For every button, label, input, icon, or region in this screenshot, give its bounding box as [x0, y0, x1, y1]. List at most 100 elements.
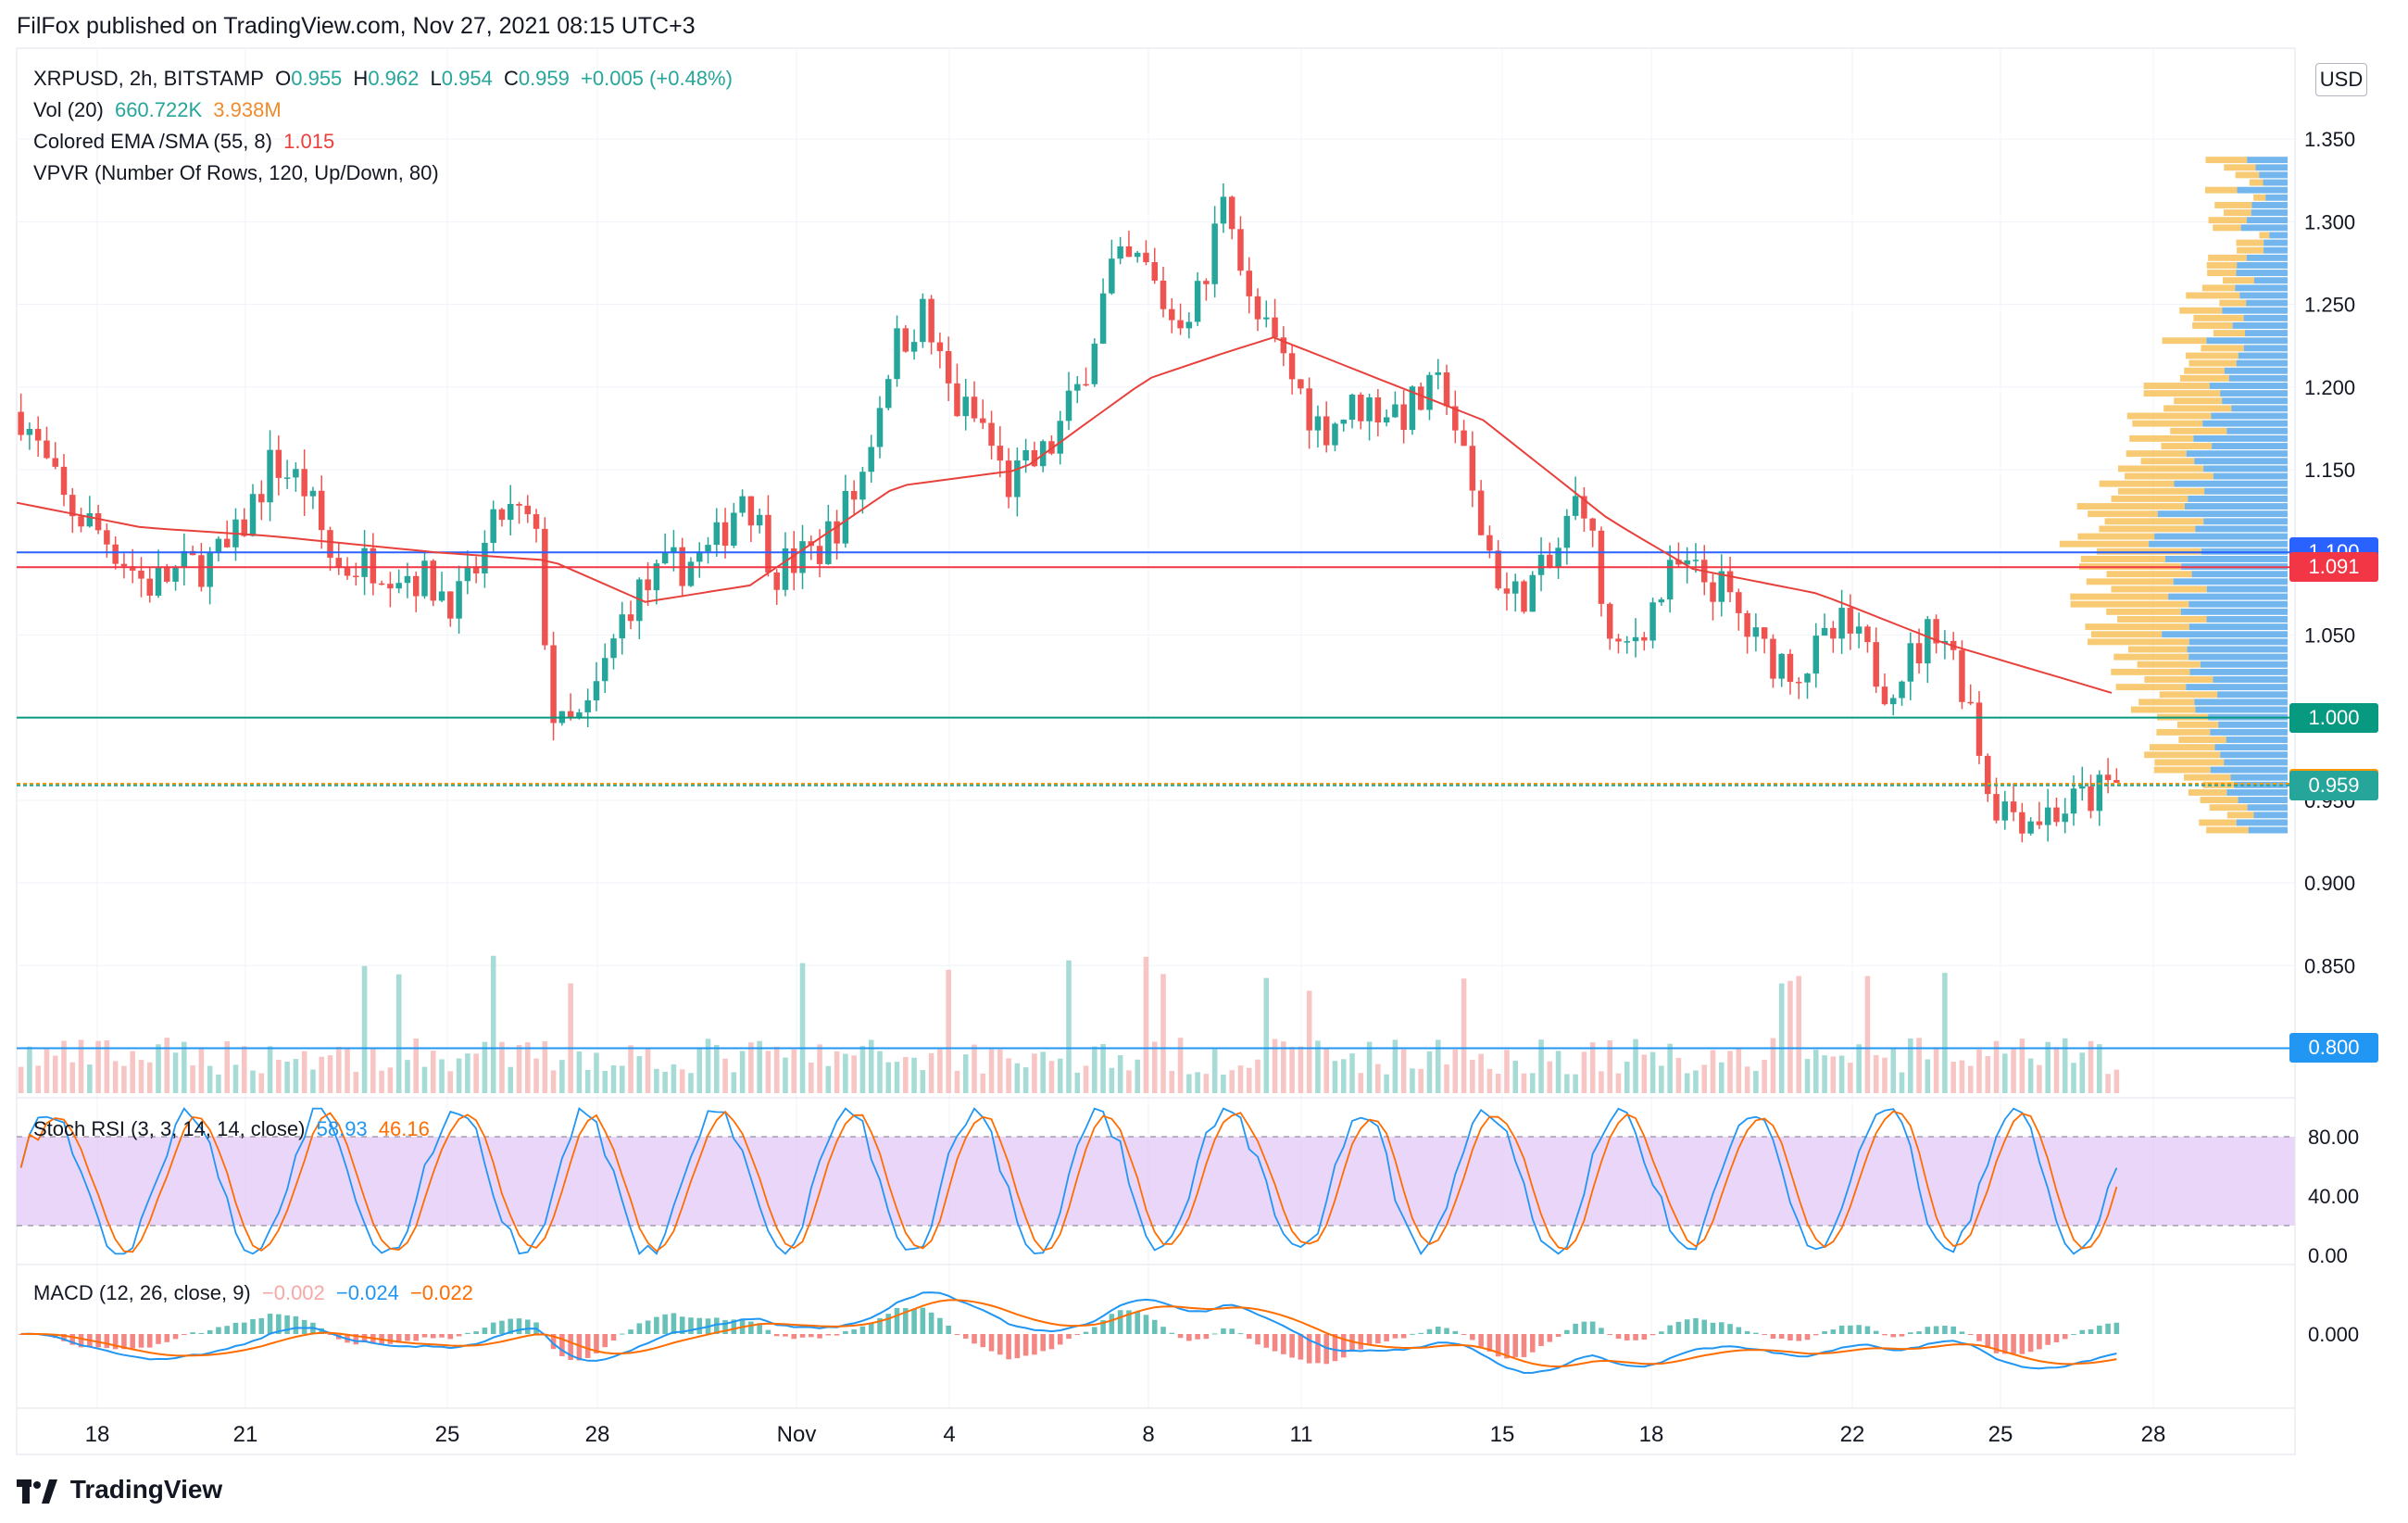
vpvr-down-bar — [2199, 819, 2237, 826]
candle-body — [721, 522, 729, 547]
volume-bar — [1813, 1050, 1819, 1093]
volume-bar — [146, 1062, 153, 1093]
volume-bar — [430, 1051, 436, 1093]
vpvr-up-bar — [2236, 270, 2288, 277]
candle-body — [1272, 317, 1278, 338]
macd-hist-bar — [250, 1318, 256, 1334]
macd-hist-bar — [1349, 1334, 1355, 1353]
candle-body — [1710, 582, 1716, 602]
candle-body — [945, 351, 952, 384]
macd-hist-bar — [1641, 1334, 1648, 1340]
macd-hist-bar — [1135, 1311, 1140, 1334]
macd-hist-bar — [696, 1317, 703, 1334]
macd-hist-bar — [2097, 1325, 2102, 1334]
vpvr-up-bar — [2193, 434, 2288, 442]
vpvr-down-bar — [2143, 383, 2210, 389]
candle-body — [60, 466, 68, 496]
candle-body — [842, 490, 849, 544]
macd-hist-bar — [1659, 1331, 1664, 1334]
vpvr-down-bar — [2126, 412, 2212, 420]
volume-bar — [1822, 1055, 1827, 1093]
volume-bar — [1916, 1038, 1922, 1093]
stoch-rsi-lines — [19, 1107, 2118, 1256]
volume-bar — [748, 1042, 754, 1093]
vpvr-down-bar — [2085, 623, 2189, 631]
macd-hist-bar — [172, 1334, 179, 1340]
tradingview-footer[interactable]: TradingView — [17, 1475, 222, 1504]
volume-bar — [182, 1041, 187, 1093]
volume-bar — [421, 1066, 428, 1093]
vpvr-label[interactable]: VPVR (Number Of Rows, 120, Up/Down, 80) — [33, 161, 439, 184]
macd-hist-bar — [1778, 1334, 1785, 1339]
vpvr-down-bar — [2178, 736, 2226, 743]
ema-label[interactable]: Colored EMA /SMA (55, 8) — [33, 130, 272, 153]
stoch-tick-label: 0.00 — [2308, 1244, 2348, 1267]
volume-bar — [809, 1063, 814, 1093]
candle-body — [756, 514, 763, 526]
volume-bar — [35, 1065, 41, 1093]
volume-bar — [1426, 1051, 1433, 1093]
volume-bar — [1925, 1059, 1931, 1093]
volume-bar — [1048, 1061, 1055, 1093]
vpvr-up-bar — [2269, 232, 2288, 239]
candle-body — [997, 446, 1004, 461]
vpvr-up-bar — [2226, 427, 2288, 434]
volume-bar — [1967, 1065, 1974, 1093]
vpvr-down-bar — [2113, 653, 2189, 661]
candle-body — [584, 699, 591, 712]
volume-label[interactable]: Vol (20) — [33, 98, 104, 121]
stoch-label[interactable]: Stoch RSI (3, 3, 14, 14, close) — [33, 1117, 306, 1140]
vpvr-up-bar — [2186, 450, 2288, 458]
macd-label[interactable]: MACD (12, 26, close, 9) — [33, 1281, 251, 1304]
vpvr-up-bar — [2246, 299, 2288, 307]
candle-body — [1109, 258, 1115, 294]
candle-body — [1091, 343, 1098, 384]
high-label: H — [353, 67, 369, 90]
time-tick-label: 28 — [585, 1422, 610, 1447]
vpvr-up-bar — [2211, 412, 2288, 420]
macd-hist-bar — [679, 1316, 685, 1334]
candle-body — [876, 408, 884, 447]
vpvr-up-bar — [2202, 420, 2288, 427]
vpvr-down-bar — [2179, 374, 2229, 382]
vpvr-up-bar — [2157, 510, 2288, 518]
macd-hist-bar — [1615, 1334, 1622, 1340]
volume-bar — [1022, 1067, 1029, 1093]
candle-body — [1873, 642, 1879, 687]
candle-body — [1795, 682, 1802, 684]
currency-selector[interactable]: USD — [2315, 63, 2367, 96]
candle-body — [155, 567, 162, 596]
candle-body — [1374, 396, 1382, 423]
candle-body — [430, 560, 437, 601]
volume-bar — [1547, 1061, 1553, 1093]
volume-bar — [395, 974, 402, 1093]
symbol-label[interactable]: XRPUSD, 2h, BITSTAMP — [33, 67, 264, 90]
volume-bar — [250, 1070, 256, 1093]
candle-body — [378, 583, 385, 585]
low-label: L — [430, 67, 442, 90]
candle-body — [1572, 496, 1579, 516]
candle-body — [687, 561, 695, 586]
candle-body — [1624, 641, 1631, 643]
macd-hist-bar — [962, 1334, 969, 1339]
volume-bar — [18, 1066, 24, 1093]
vpvr-down-bar — [2179, 307, 2223, 314]
macd-hist-bar — [508, 1318, 514, 1334]
volume-bar — [1169, 1070, 1175, 1093]
vpvr-up-bar — [2222, 307, 2288, 314]
volume-bar — [576, 1051, 583, 1093]
candle-body — [318, 490, 325, 531]
close-value: 0.959 — [518, 67, 570, 90]
macd-hist-bar — [859, 1326, 866, 1334]
macd-hist-bar — [224, 1326, 230, 1334]
candle-body — [1563, 515, 1571, 548]
volume-bar — [2002, 1053, 2008, 1093]
candle-body — [267, 449, 273, 503]
macd-hist-bar — [1126, 1310, 1132, 1334]
price-tick-label: 1.350 — [2304, 128, 2355, 151]
volume-bar — [877, 1051, 883, 1093]
vpvr-down-bar — [2125, 472, 2214, 480]
candle-body — [868, 447, 874, 472]
volume-bar — [482, 1041, 488, 1093]
